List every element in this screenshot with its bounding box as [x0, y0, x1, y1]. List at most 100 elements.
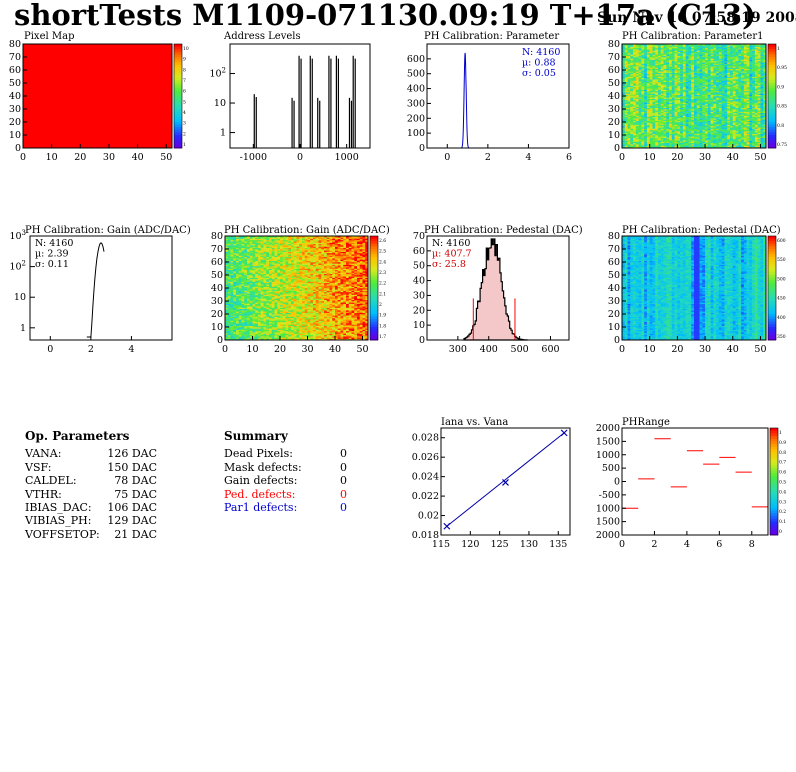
heatmap-cell — [682, 73, 686, 76]
heatmap-cell — [705, 120, 709, 123]
heatmap-cell — [688, 142, 692, 145]
heatmap-cell — [633, 55, 637, 58]
heatmap-cell — [644, 60, 648, 63]
heatmap-cell — [710, 89, 714, 92]
heatmap-cell — [622, 96, 626, 98]
heatmap-cell — [627, 88, 631, 90]
heatmap-cell — [674, 60, 678, 63]
heatmap-cell — [685, 127, 689, 129]
heatmap-cell — [680, 49, 684, 51]
heatmap-cell — [649, 89, 653, 92]
heatmap-cell — [627, 106, 631, 108]
heatmap-cell — [694, 79, 698, 81]
heatmap-cell — [677, 124, 681, 127]
heatmap-cell — [680, 59, 684, 62]
heatmap-cell — [622, 59, 626, 62]
x-tick-label: -1000 — [240, 152, 267, 163]
heatmap-cell — [702, 96, 706, 98]
heatmap-cell — [691, 111, 695, 114]
heatmap-cell — [694, 107, 698, 110]
color-bar-segment — [174, 59, 182, 63]
heatmap-cell — [630, 81, 634, 84]
heatmap-cell — [635, 98, 639, 101]
heatmap-cell — [649, 72, 653, 75]
heatmap-cell — [644, 136, 648, 138]
heatmap-cell — [622, 64, 626, 67]
heatmap-cell — [646, 98, 650, 101]
heatmap-cell — [655, 103, 659, 106]
heatmap-cell — [666, 103, 670, 106]
heatmap-cell — [671, 120, 675, 123]
heatmap-cell — [685, 144, 689, 146]
heatmap-cell — [646, 49, 650, 51]
heatmap-cell — [666, 141, 670, 144]
heatmap-cell — [649, 122, 653, 124]
color-bar-segment — [768, 51, 776, 55]
heatmap-cell — [658, 105, 662, 107]
heatmap-cell — [641, 135, 645, 137]
heatmap-cell — [635, 141, 639, 144]
heatmap-cell — [641, 79, 645, 81]
heatmap-cell — [680, 66, 684, 68]
heatmap-cell — [649, 85, 653, 88]
heatmap-cell — [630, 89, 634, 92]
heatmap-cell — [702, 123, 706, 125]
heatmap-cell — [707, 128, 711, 131]
heatmap-cell — [691, 109, 695, 111]
heatmap-cell — [691, 59, 695, 62]
heatmap-cell — [649, 81, 653, 84]
heatmap-cell — [674, 88, 678, 90]
heatmap-cell — [660, 101, 664, 103]
heatmap-cell — [707, 72, 711, 75]
heatmap-cell — [680, 99, 684, 102]
heatmap-cell — [633, 107, 637, 110]
heatmap-cell — [644, 81, 648, 84]
color-bar-segment — [768, 106, 776, 110]
heatmap-cell — [702, 142, 706, 145]
heatmap-cell — [658, 98, 662, 101]
heatmap-cell — [624, 125, 628, 128]
heatmap-cell — [627, 66, 631, 68]
heatmap-cell — [674, 116, 678, 119]
heatmap-cell — [688, 103, 692, 106]
heatmap-cell — [671, 44, 675, 46]
heatmap-cell — [691, 63, 695, 66]
color-bar-segment — [174, 116, 182, 120]
heatmap-cell — [671, 73, 675, 76]
heatmap-cell — [655, 71, 659, 73]
heatmap-cell — [699, 66, 703, 68]
heatmap-cell — [669, 131, 673, 133]
heatmap-cell — [702, 135, 706, 137]
heatmap-cell — [638, 142, 642, 145]
heatmap-cell — [633, 80, 637, 82]
heatmap-cell — [671, 111, 675, 114]
heatmap-cell — [658, 131, 662, 133]
heatmap-cell — [630, 85, 634, 88]
heatmap-cell — [658, 92, 662, 94]
heatmap-cell — [649, 63, 653, 66]
heatmap-cell — [641, 123, 645, 125]
heatmap-cell — [691, 80, 695, 82]
heatmap-cell — [691, 102, 695, 105]
heatmap-cell — [699, 64, 703, 67]
heatmap-cell — [624, 103, 628, 106]
heatmap-cell — [666, 144, 670, 146]
heatmap-cell — [691, 133, 695, 136]
heatmap-cell — [694, 102, 698, 105]
heatmap-cell — [685, 101, 689, 103]
heatmap-cell — [644, 76, 648, 79]
heatmap-cell — [658, 53, 662, 55]
heatmap-cell — [699, 114, 703, 116]
heatmap-cell — [638, 63, 642, 66]
heatmap-cell — [671, 114, 675, 116]
heatmap-cell — [658, 138, 662, 141]
heatmap-cell — [713, 145, 717, 147]
heatmap-cell — [694, 103, 698, 106]
heatmap-cell — [638, 128, 642, 131]
heatmap-cell — [658, 125, 662, 128]
heatmap-cell — [658, 106, 662, 108]
heatmap-cell — [633, 93, 637, 95]
heatmap-cell — [633, 112, 637, 115]
heatmap-cell — [627, 64, 631, 67]
heatmap-cell — [649, 46, 653, 49]
